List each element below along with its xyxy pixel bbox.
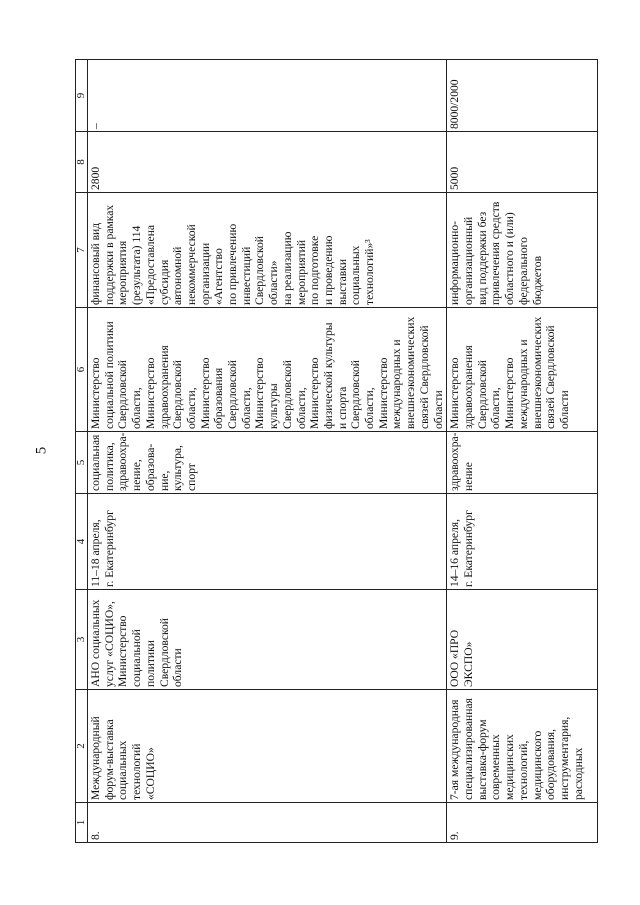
page-number: 5	[33, 446, 50, 455]
rotated-table-container: 1 2 3 4 5 6 7 8 9 8. Международный форум…	[75, 59, 598, 843]
table-row: 8. Международный форум-выставка социальн…	[87, 59, 447, 843]
responsible: Министерство здравоохранения Свердловско…	[446, 307, 598, 432]
col8-value: 5000	[446, 131, 598, 193]
row-number: 8.	[87, 802, 447, 843]
support-type: финансовый вид поддержки в рамках меропр…	[87, 192, 447, 308]
col8-value: 2800	[87, 131, 447, 193]
organizer: ООО «ПРО ЭКСПО»	[446, 589, 598, 690]
sector: социальная политика, здравоохра- нение, …	[87, 431, 447, 494]
header-cell: 1	[75, 802, 88, 843]
date-place: 14–16 апреля, г. Екатеринбург	[446, 493, 598, 590]
header-cell: 9	[75, 59, 88, 132]
table-row: 9. 7-ая международная специализированная…	[446, 59, 598, 843]
header-cell: 8	[75, 131, 88, 193]
header-row: 1 2 3 4 5 6 7 8 9	[75, 59, 88, 843]
sector: здравоохра- нение	[446, 431, 598, 494]
events-table: 1 2 3 4 5 6 7 8 9 8. Международный форум…	[75, 59, 598, 843]
header-cell: 3	[75, 589, 88, 690]
row-number: 9.	[446, 802, 598, 843]
col9-value: –	[87, 59, 447, 132]
support-type: информационно- организационный вид подде…	[446, 192, 598, 308]
responsible: Министерство социальной политики Свердло…	[87, 307, 447, 432]
event-name: Международный форум-выставка социальных …	[87, 689, 447, 803]
date-place: 11–18 апреля, г. Екатеринбург	[87, 493, 447, 590]
event-name: 7-ая международная специализированная вы…	[446, 689, 598, 803]
organizer: АНО социальных услуг «СОЦИО», Министерст…	[87, 589, 447, 690]
header-cell: 6	[75, 307, 88, 432]
header-cell: 7	[75, 192, 88, 308]
header-cell: 4	[75, 493, 88, 590]
header-cell: 5	[75, 431, 88, 494]
col9-value: 8000/2000	[446, 59, 598, 132]
header-cell: 2	[75, 689, 88, 803]
